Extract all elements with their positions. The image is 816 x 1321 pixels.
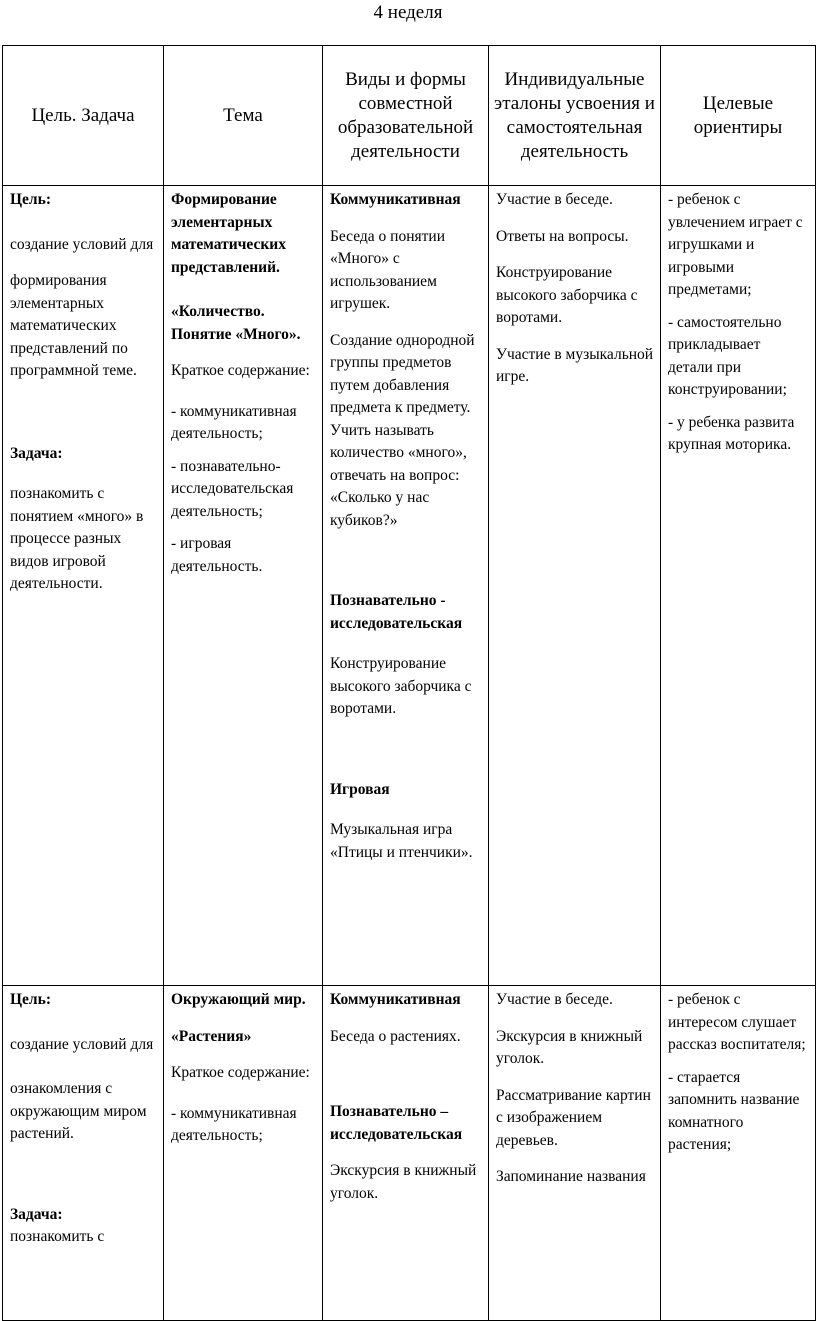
cell-paragraph: - коммуникативная деятельность; <box>171 402 297 443</box>
table-cell: - ребенок с увлечением играет с игрушкам… <box>660 185 816 986</box>
cell-paragraph: Коммуникативная <box>330 991 461 1008</box>
header-cell: Индивидуальные эталоны усвоения и самост… <box>488 45 661 186</box>
header-cell: Тема <box>163 45 323 186</box>
cell-paragraph: Игровая <box>330 780 390 798</box>
cell-paragraph: познакомить с <box>10 1228 105 1245</box>
cell-paragraph: - самостоятельно прикладывает детали при… <box>668 313 787 399</box>
cell-paragraph: ознакомления с окружающим миром растений… <box>10 1080 147 1142</box>
cell-paragraph: Экскурсия в книжный уголок. <box>496 1027 643 1068</box>
cell-paragraph: Ответы на вопросы. <box>496 227 629 245</box>
header-text: Виды и формы совместной образовательной … <box>337 68 474 162</box>
cell-paragraph: Создание однородной группы предметов пут… <box>330 331 475 529</box>
header-text: Целевые ориентиры <box>693 92 783 138</box>
cell-paragraph: Экскурсия в книжный уголок. <box>330 1162 477 1202</box>
cell-paragraph: Задача: <box>10 444 63 462</box>
table-cell: Окружающий мир. «Растения» Краткое содержа… <box>163 985 323 1321</box>
cell-paragraph: «Растения» <box>171 1027 252 1045</box>
cell-paragraph: Краткое содержание: <box>171 362 310 379</box>
cell-paragraph: Коммуникативная <box>330 191 461 208</box>
table-cell: - ребенок с интересом слушает рассказ во… <box>660 985 816 1321</box>
cell-paragraph: - ребенок с увлечением играет с игрушкам… <box>668 191 803 298</box>
table-cell: Формирование элементарных математических… <box>163 185 323 986</box>
cell-paragraph: Рассматривание картин с изображением дер… <box>496 1086 651 1149</box>
cell-paragraph: Окружающий мир. <box>171 991 306 1008</box>
cell-paragraph: Познавательно – исследовательская <box>330 1103 463 1143</box>
header-text: Тема <box>223 104 263 126</box>
cell-paragraph: Беседа о понятии «Много» с использование… <box>330 227 446 313</box>
cell-paragraph: - коммуникативная деятельность; <box>171 1104 297 1145</box>
cell-paragraph: Задача: <box>10 1205 63 1223</box>
cell-paragraph: формирования элементарных математических… <box>10 272 137 379</box>
cell-paragraph: познакомить с понятием «много» в процесс… <box>10 485 144 592</box>
cell-paragraph: - игровая деятельность. <box>171 535 263 575</box>
cell-paragraph: создание условий для <box>10 235 154 253</box>
cell-paragraph: Участие в беседе. <box>496 991 613 1008</box>
table-cell: Цель: создание условий для ознакомления с … <box>2 985 164 1321</box>
cell-paragraph: Конструирование высокого заборчика с вор… <box>330 655 472 717</box>
cell-paragraph: Цель: <box>10 191 51 208</box>
table-cell: Коммуникативная Беседа о растениях. Познав… <box>322 985 489 1321</box>
cell-paragraph: Беседа о растениях. <box>330 1027 461 1045</box>
cell-paragraph: Участие в беседе. <box>496 191 613 208</box>
cell-paragraph: Формирование элементарных математических… <box>171 191 286 276</box>
header-text: Индивидуальные эталоны усвоения и самост… <box>494 68 655 162</box>
table-cell: Цель: создание условий для формирования эл… <box>2 185 164 986</box>
cell-paragraph: Музыкальная игра «Птицы и птенчики». <box>330 821 473 861</box>
cell-paragraph: - у ребенка развита крупная моторика. <box>668 413 795 454</box>
cell-paragraph: Цель: <box>10 991 51 1008</box>
header-cell: Цель. Задача <box>2 45 164 186</box>
cell-paragraph: - ребенок с интересом слушает рассказ во… <box>668 991 806 1053</box>
cell-paragraph: - познавательно-исследовательская деятел… <box>171 457 294 520</box>
cell-paragraph: Запоминание названия <box>496 1168 646 1185</box>
table-cell: Участие в беседе. Ответы на вопросы. Конст… <box>488 185 661 986</box>
cell-paragraph: Краткое содержание: <box>171 1064 310 1081</box>
cell-paragraph: - старается запомнить название комнатног… <box>668 1068 800 1154</box>
cell-paragraph: Участие в музыкальной игре. <box>496 345 654 386</box>
header-text: Цель. Задача <box>31 104 135 126</box>
cell-paragraph: Познавательно - исследовательская <box>330 592 463 632</box>
table-cell: Коммуникативная Беседа о понятии «Много» … <box>322 185 489 986</box>
cell-paragraph: Конструирование высокого заборчика с вор… <box>496 264 638 326</box>
header-cell: Целевые ориентиры <box>660 45 816 186</box>
cell-paragraph: создание условий для <box>10 1035 154 1053</box>
table-cell: Участие в беседе. Экскурсия в книжный уго… <box>488 985 661 1321</box>
page-title: 4 неделя <box>373 2 443 23</box>
cell-paragraph: «Количество. Понятие «Много». <box>171 303 301 343</box>
header-cell: Виды и формы совместной образовательной … <box>322 45 489 186</box>
